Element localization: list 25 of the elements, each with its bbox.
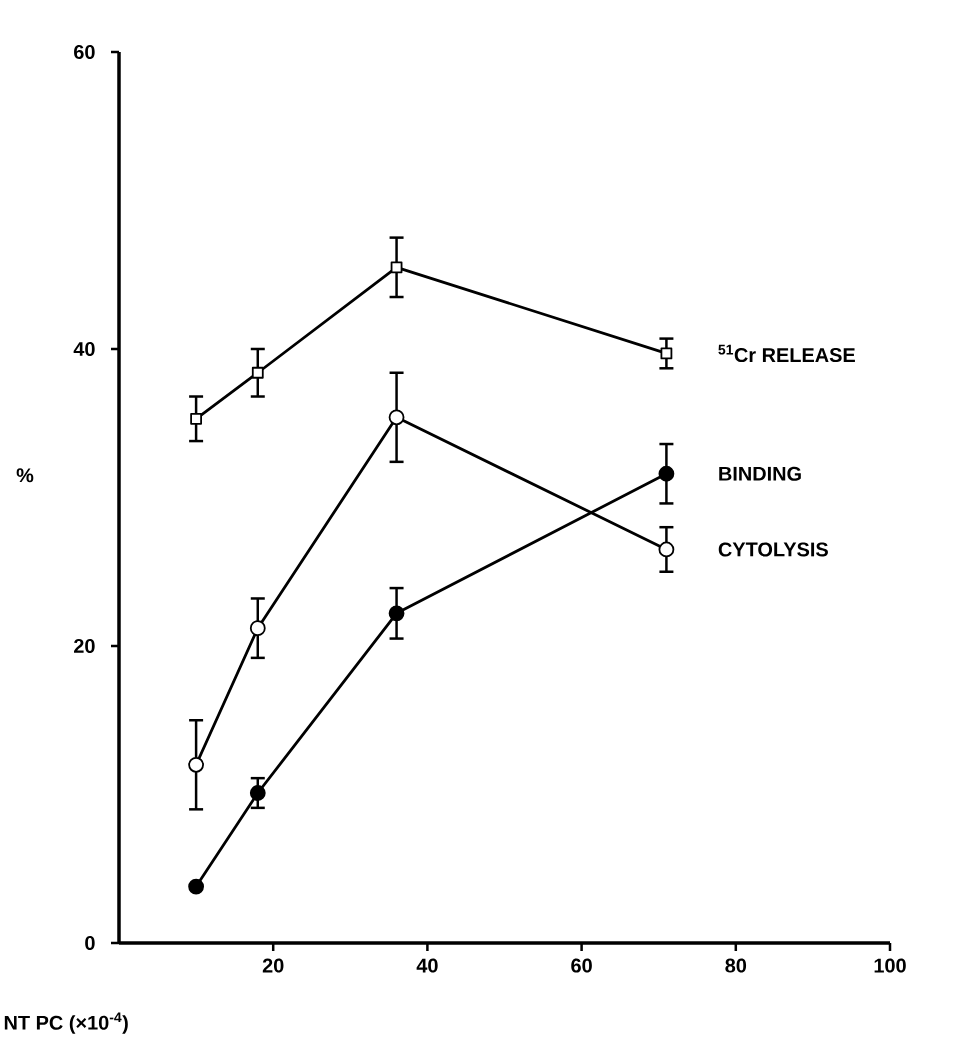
x-tick-label: 100 [874,958,906,973]
y-axis-title: % [16,468,34,483]
x-tick-label: 60 [571,958,592,973]
point [190,412,202,425]
x-tick-label: 20 [262,958,284,973]
point [249,620,266,637]
point [390,261,403,274]
point [249,785,266,801]
x-tick-label: 80 [725,958,747,973]
y-tick-label: 0 [85,935,95,951]
point [658,465,675,482]
point [388,409,405,426]
point [251,366,264,379]
y-tick-label: 40 [73,341,95,357]
text: CYTOLYSIS [718,542,828,557]
y-tick-label: 20 [74,638,95,654]
text: $^{51}$Cr RELEASE [718,344,855,363]
x-tick-label: 40 [416,958,438,973]
point [388,605,405,622]
point [188,878,204,895]
text: BINDING [719,466,801,481]
point [658,541,675,558]
x-axis-title: NT PC (×10$^{-4}$) [4,1012,128,1034]
point [188,756,204,773]
y-tick-label: 60 [74,44,95,60]
